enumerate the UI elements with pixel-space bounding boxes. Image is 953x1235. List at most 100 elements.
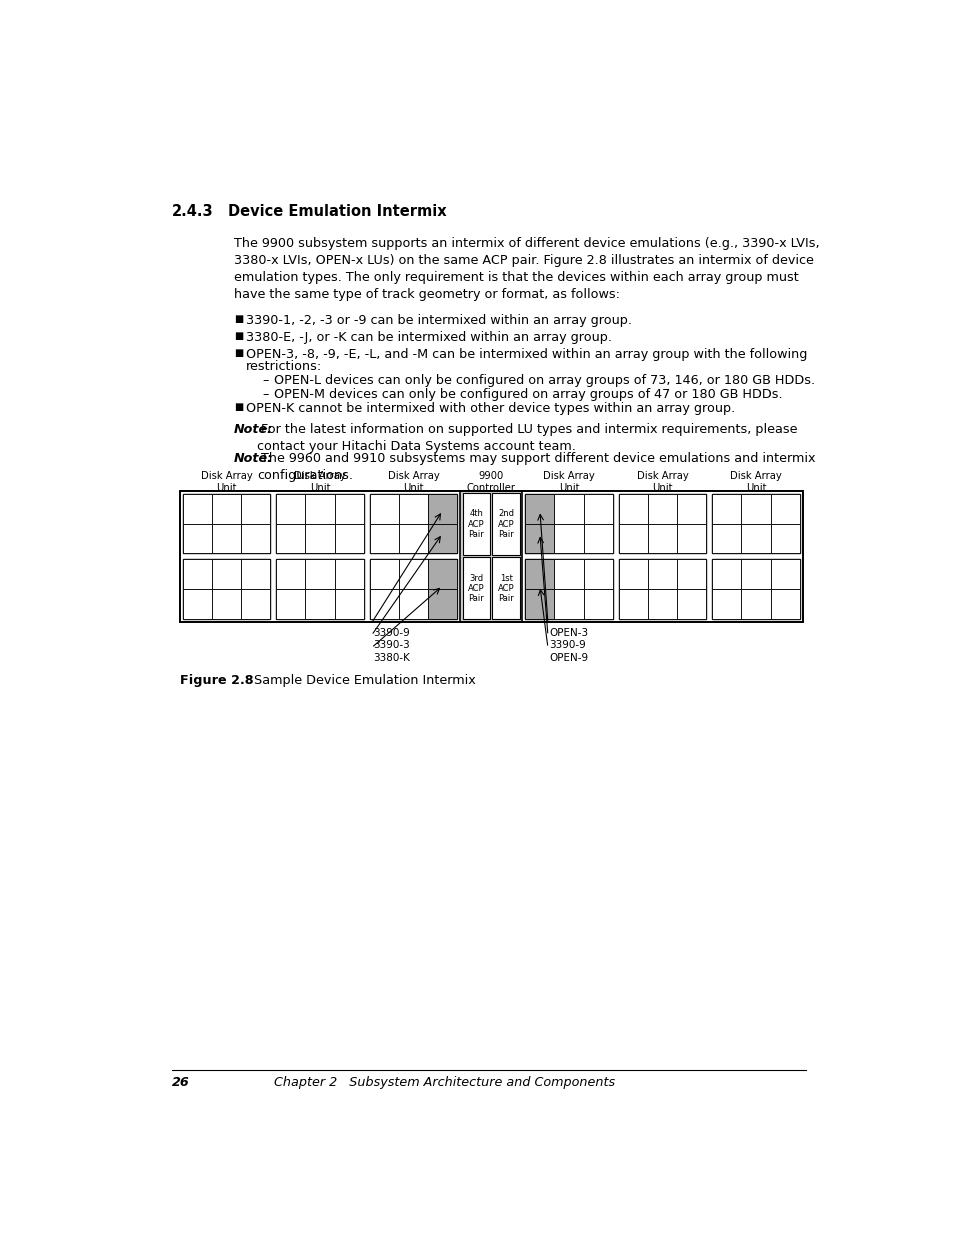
Bar [335, 494, 363, 524]
Text: 9900
Controller: 9900 Controller [466, 471, 516, 493]
Bar [212, 494, 241, 524]
Text: Disk Array
Unit: Disk Array Unit [387, 471, 439, 493]
Bar [276, 494, 305, 524]
Text: Device Emulation Intermix: Device Emulation Intermix [228, 205, 446, 220]
Text: OPEN-K cannot be intermixed with other device types within an array group.: OPEN-K cannot be intermixed with other d… [245, 401, 734, 415]
Bar [241, 494, 270, 524]
Bar [398, 589, 428, 619]
Text: 2nd
ACP
Pair: 2nd ACP Pair [497, 509, 514, 538]
Text: 3390-3: 3390-3 [373, 640, 409, 651]
Bar [370, 559, 398, 589]
Bar [618, 559, 647, 589]
Bar [525, 559, 554, 589]
Bar [370, 494, 398, 524]
Bar [179, 490, 802, 621]
Text: ■: ■ [233, 347, 243, 358]
Text: 3390-9: 3390-9 [549, 640, 586, 651]
Bar [525, 589, 554, 619]
Bar [183, 494, 212, 524]
Text: Chapter 2   Subsystem Architecture and Components: Chapter 2 Subsystem Architecture and Com… [274, 1076, 615, 1089]
Bar [428, 524, 456, 553]
Bar [183, 559, 270, 619]
Bar [276, 559, 305, 589]
Text: Figure 2.8: Figure 2.8 [179, 674, 253, 687]
Bar [241, 524, 270, 553]
Bar [428, 589, 456, 619]
Bar [740, 559, 770, 589]
Bar [462, 493, 490, 556]
Bar [740, 524, 770, 553]
Text: OPEN-3, -8, -9, -E, -L, and -M can be intermixed within an array group with the : OPEN-3, -8, -9, -E, -L, and -M can be in… [245, 347, 806, 361]
Text: 3380-E, -J, or -K can be intermixed within an array group.: 3380-E, -J, or -K can be intermixed with… [245, 331, 611, 343]
Bar [428, 494, 456, 524]
Bar [305, 589, 335, 619]
Bar [370, 589, 398, 619]
Bar [212, 524, 241, 553]
Bar [712, 524, 740, 553]
Text: Disk Array
Unit: Disk Array Unit [729, 471, 781, 493]
Text: Disk Array
Unit: Disk Array Unit [636, 471, 688, 493]
Bar [583, 524, 612, 553]
Bar [618, 559, 705, 619]
Text: Sample Device Emulation Intermix: Sample Device Emulation Intermix [233, 674, 476, 687]
Bar [305, 559, 335, 589]
Bar [554, 559, 583, 589]
Bar [241, 559, 270, 589]
Bar [183, 494, 270, 553]
Bar [618, 494, 647, 524]
Text: 3390-9: 3390-9 [373, 627, 409, 638]
Bar [370, 524, 398, 553]
Text: ■: ■ [233, 331, 243, 341]
Bar [183, 589, 212, 619]
Bar [554, 494, 583, 524]
Text: OPEN-L devices can only be configured on array groups of 73, 146, or 180 GB HDDs: OPEN-L devices can only be configured on… [274, 374, 815, 387]
Bar [740, 589, 770, 619]
Bar [276, 494, 363, 553]
Text: OPEN-3: OPEN-3 [549, 627, 588, 638]
Bar [712, 494, 799, 553]
Text: For the latest information on supported LU types and intermix requirements, plea: For the latest information on supported … [257, 424, 797, 453]
Bar [712, 494, 740, 524]
Bar [305, 524, 335, 553]
Text: 3380-K: 3380-K [373, 652, 410, 662]
Bar [398, 524, 428, 553]
Bar [554, 524, 583, 553]
Bar [212, 589, 241, 619]
Text: 4th
ACP
Pair: 4th ACP Pair [468, 509, 484, 538]
Text: Disk Array
Unit: Disk Array Unit [200, 471, 253, 493]
Bar [583, 494, 612, 524]
Bar [183, 524, 212, 553]
Bar [428, 559, 456, 589]
Bar [647, 589, 677, 619]
Text: 3390-1, -2, -3 or -9 can be intermixed within an array group.: 3390-1, -2, -3 or -9 can be intermixed w… [245, 314, 631, 327]
Bar [525, 494, 612, 553]
Bar [398, 559, 428, 589]
Text: Note:: Note: [233, 424, 273, 436]
Bar [770, 589, 799, 619]
Text: 1st
ACP
Pair: 1st ACP Pair [497, 573, 514, 604]
Bar [770, 524, 799, 553]
Bar [740, 494, 770, 524]
Bar [462, 557, 490, 620]
Text: The 9960 and 9910 subsystems may support different device emulations and intermi: The 9960 and 9910 subsystems may support… [257, 452, 815, 483]
Bar [554, 589, 583, 619]
Bar [583, 559, 612, 589]
Text: –: – [262, 374, 269, 387]
Bar [677, 494, 705, 524]
Text: 3rd
ACP
Pair: 3rd ACP Pair [468, 573, 484, 604]
Text: The 9900 subsystem supports an intermix of different device emulations (e.g., 33: The 9900 subsystem supports an intermix … [233, 237, 819, 301]
Text: OPEN-9: OPEN-9 [549, 652, 588, 662]
Text: –: – [262, 388, 269, 400]
Text: 26: 26 [172, 1076, 190, 1089]
Bar [241, 589, 270, 619]
Bar [276, 589, 305, 619]
Bar [305, 494, 335, 524]
Text: ■: ■ [233, 314, 243, 324]
Bar [183, 559, 212, 589]
Bar [525, 524, 554, 553]
Text: Disk Array
Unit: Disk Array Unit [294, 471, 346, 493]
Text: OPEN-M devices can only be configured on array groups of 47 or 180 GB HDDs.: OPEN-M devices can only be configured on… [274, 388, 782, 400]
Text: 2.4.3: 2.4.3 [172, 205, 213, 220]
Bar [583, 589, 612, 619]
Bar [276, 524, 305, 553]
